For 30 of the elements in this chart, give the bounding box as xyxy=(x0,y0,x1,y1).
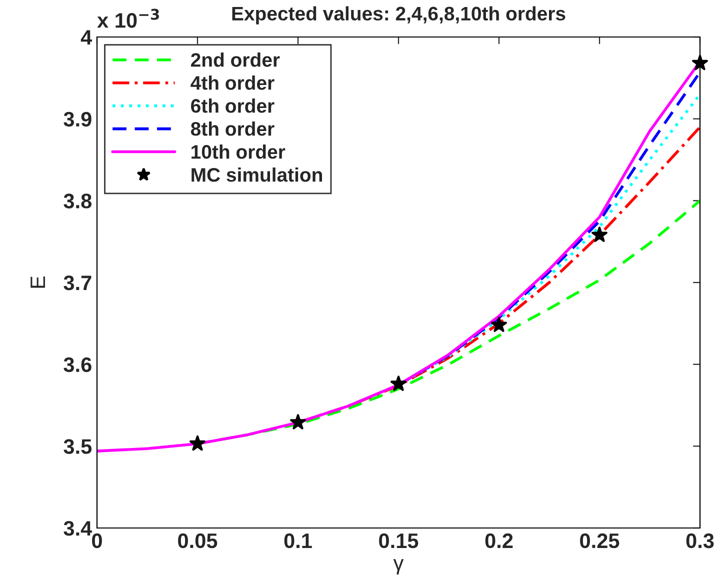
y-tick-label: 3.5 xyxy=(64,439,92,454)
y-axis-title: E xyxy=(30,276,45,288)
text: x 10$^{−3}$ xyxy=(97,8,159,28)
x-tick-label: 0.15 xyxy=(379,533,418,548)
x-tick-label: 0.25 xyxy=(580,533,620,548)
point xyxy=(491,316,507,332)
point xyxy=(390,376,406,391)
legend-label: MC simulation xyxy=(192,167,322,182)
y-tick-label: 3.9 xyxy=(64,112,92,127)
legend-label: 4th order xyxy=(190,76,274,90)
x-tick-label: 0.2 xyxy=(485,533,513,548)
y-tick-label: 3.6 xyxy=(64,357,92,372)
y-tick-label: 3.8 xyxy=(64,194,92,208)
point xyxy=(692,54,708,70)
point xyxy=(592,226,608,242)
x-tick-label: 0.1 xyxy=(284,533,312,548)
legend-label: 2nd order xyxy=(191,52,280,67)
legend-label: 10th order xyxy=(192,144,286,159)
y-tick-label: 3.7 xyxy=(64,276,92,290)
chart-title: Expected values: 2,4,6,8,10th orders xyxy=(232,6,566,24)
legend-label: 6th order xyxy=(191,98,274,113)
y-tick-label: 4 xyxy=(80,30,92,45)
x-axis-title: γ xyxy=(393,559,404,574)
legend-label: 8th order xyxy=(190,122,274,136)
x-tick-label: 0 xyxy=(92,533,102,548)
point xyxy=(290,414,306,430)
x-tick-label: 0.3 xyxy=(686,533,714,548)
point xyxy=(190,435,206,451)
y-tick-label: 3.4 xyxy=(64,521,92,536)
x-tick-label: 0.05 xyxy=(178,533,218,548)
